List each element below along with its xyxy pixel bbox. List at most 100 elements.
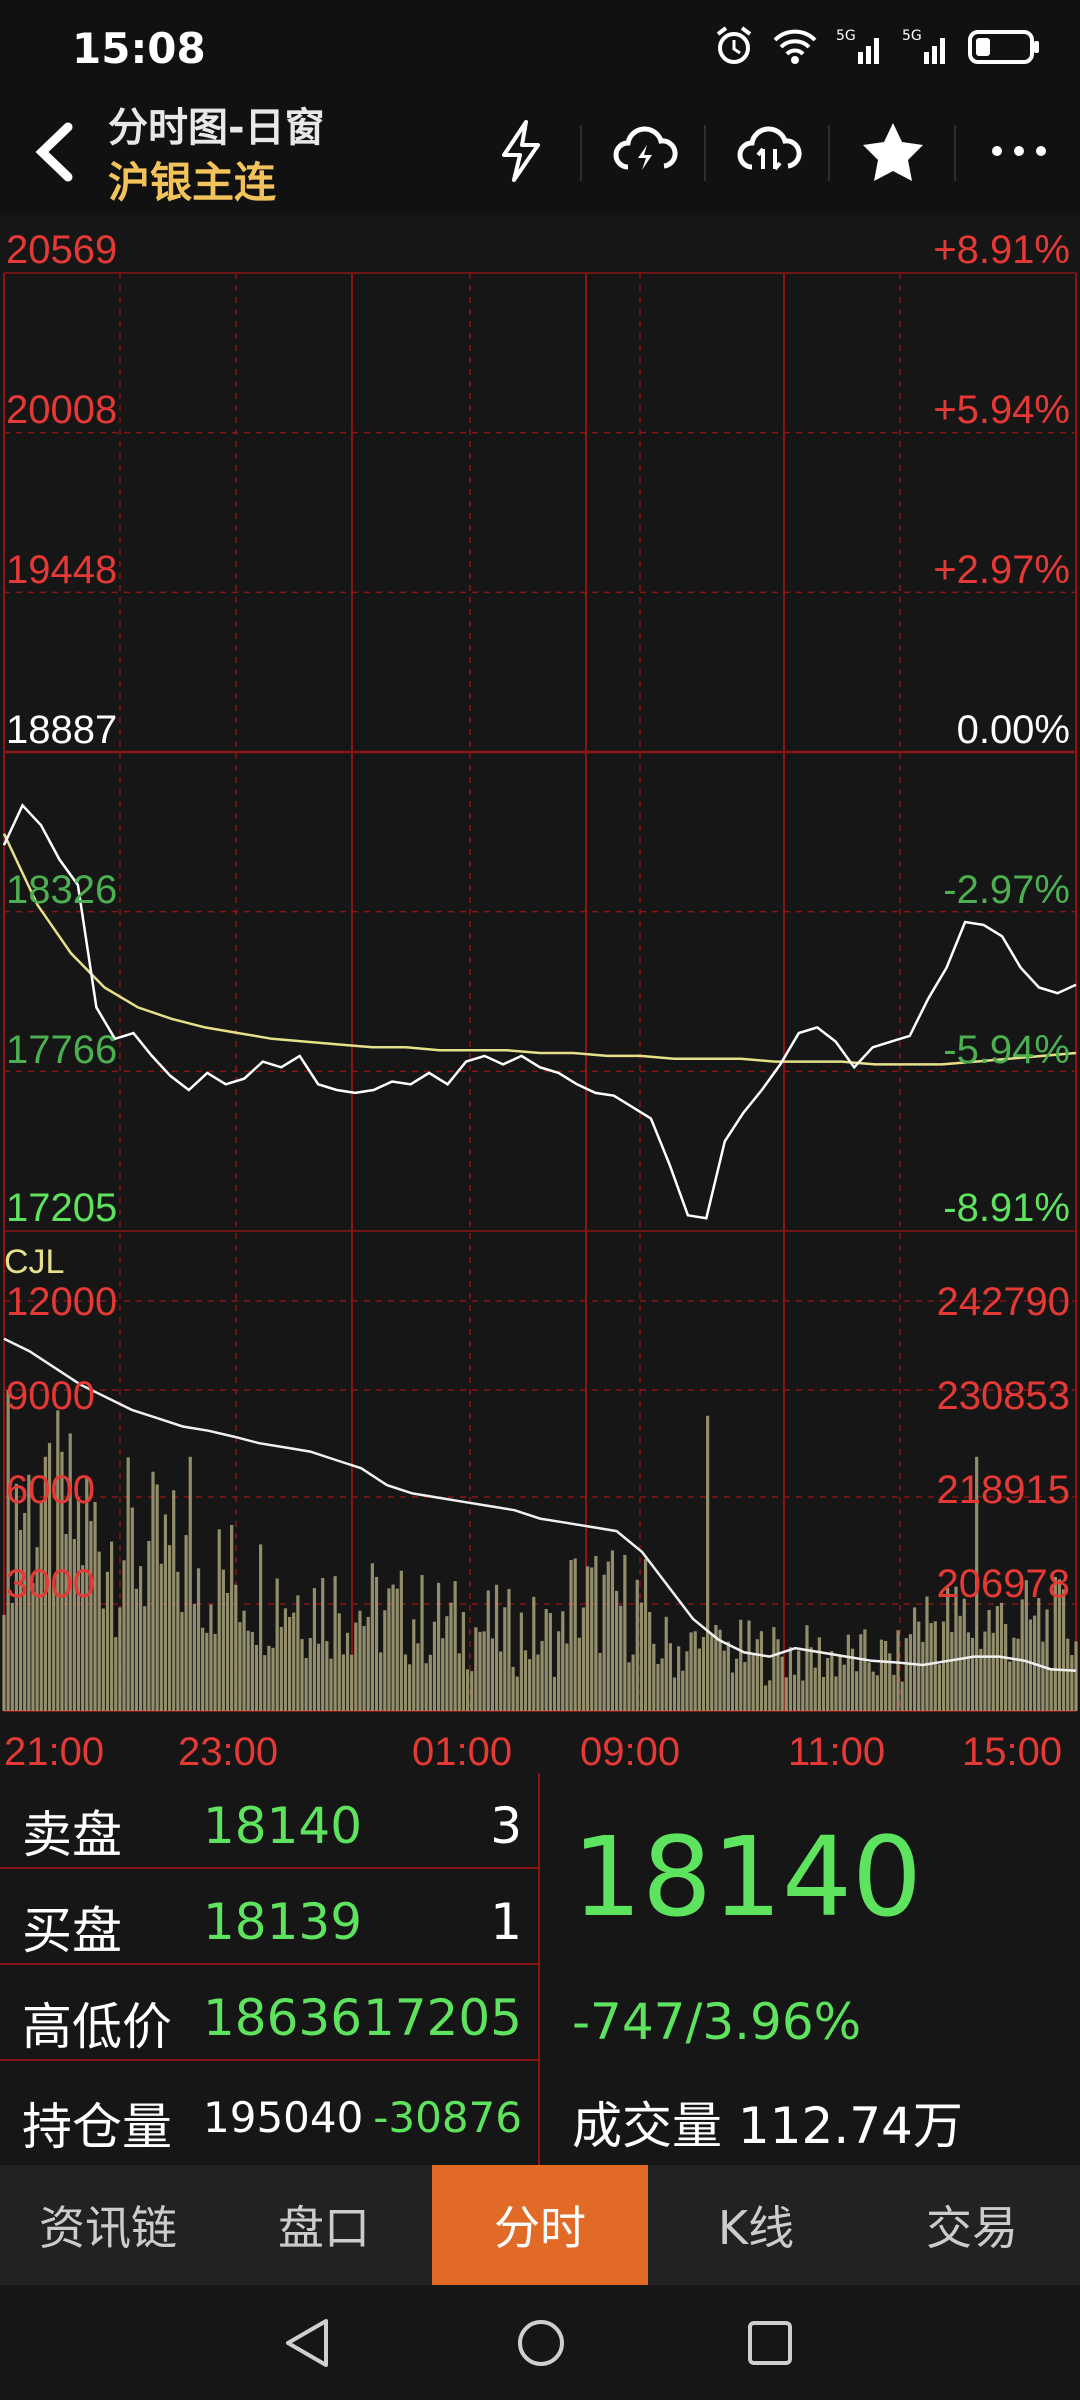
volume-bar bbox=[979, 1648, 983, 1711]
volume-bar bbox=[474, 1627, 478, 1711]
tab-intraday[interactable]: 分时 bbox=[432, 2165, 648, 2285]
volume-bar bbox=[192, 1603, 196, 1711]
volume-bar bbox=[1008, 1661, 1012, 1711]
volume-bar bbox=[321, 1578, 325, 1711]
volume-bar bbox=[540, 1640, 544, 1711]
volume-bar bbox=[780, 1656, 784, 1711]
low-price: 17205 bbox=[362, 1989, 522, 2047]
volume-bar bbox=[10, 1602, 14, 1711]
volume-bar bbox=[619, 1605, 623, 1711]
signal-icon-1: 5G bbox=[836, 28, 879, 64]
volume-bar bbox=[652, 1643, 656, 1711]
volume-bar bbox=[730, 1672, 735, 1711]
volume-bar bbox=[399, 1570, 403, 1711]
volume-bar bbox=[714, 1625, 718, 1711]
volume-bar bbox=[838, 1655, 842, 1711]
price-tick-left: 17205 bbox=[6, 1186, 117, 1230]
volume-bar bbox=[635, 1579, 639, 1711]
volume-bar bbox=[532, 1596, 536, 1711]
tab-kline[interactable]: K线 bbox=[717, 2201, 795, 2255]
volume-bar bbox=[196, 1568, 201, 1711]
star-icon bbox=[863, 123, 923, 181]
lightning-button[interactable] bbox=[476, 111, 566, 191]
volume-bar bbox=[544, 1609, 548, 1711]
cloud-sync-button[interactable] bbox=[724, 111, 814, 191]
price-tick-right: -5.94% bbox=[943, 1028, 1070, 1072]
volume-bar bbox=[85, 1477, 89, 1711]
volume-bar bbox=[39, 1501, 43, 1711]
tab-order-book[interactable]: 盘口 bbox=[278, 2201, 370, 2255]
more-button[interactable] bbox=[974, 111, 1064, 191]
volume-bar bbox=[929, 1623, 933, 1711]
nav-recents-icon[interactable] bbox=[746, 2319, 794, 2367]
open-interest-line bbox=[3, 1337, 1077, 1673]
volume-bars bbox=[2, 1390, 1078, 1711]
volume-bar bbox=[627, 1662, 631, 1711]
volume-bar bbox=[97, 1551, 101, 1711]
volume-bar bbox=[316, 1643, 321, 1711]
volume-bar bbox=[1028, 1619, 1033, 1711]
volume-bar bbox=[846, 1634, 850, 1711]
volume-bar bbox=[147, 1541, 151, 1711]
volume-bar bbox=[72, 1539, 76, 1711]
sell-qty: 3 bbox=[490, 1797, 522, 1855]
volume-bar bbox=[722, 1650, 726, 1711]
volume-bar bbox=[167, 1545, 172, 1711]
tab-trade[interactable]: 交易 bbox=[926, 2201, 1018, 2255]
volume-bar bbox=[842, 1664, 846, 1711]
time-tick: 21:00 bbox=[4, 1730, 104, 1773]
volume-bar bbox=[879, 1639, 884, 1711]
price-line bbox=[2, 803, 1077, 1220]
volume-bar bbox=[536, 1654, 540, 1711]
volume-bar bbox=[970, 1637, 975, 1711]
volume-bar bbox=[374, 1576, 379, 1711]
volume-bar bbox=[515, 1676, 519, 1711]
open-interest-change: -30876 bbox=[373, 2093, 522, 2142]
volume-bar bbox=[27, 1474, 31, 1711]
volume-bar bbox=[735, 1658, 739, 1711]
volume-bar bbox=[6, 1390, 10, 1711]
volume-bar bbox=[1041, 1641, 1045, 1711]
volume-bar bbox=[763, 1685, 768, 1711]
volume-bar bbox=[151, 1471, 155, 1711]
tab-news-chain[interactable]: 资讯链 bbox=[39, 2201, 177, 2255]
volume-bar bbox=[225, 1593, 230, 1711]
volume-bar bbox=[56, 1410, 60, 1711]
volume-bar bbox=[826, 1658, 830, 1711]
volume-bar bbox=[946, 1587, 950, 1711]
favorite-button[interactable] bbox=[848, 111, 938, 191]
volume-bar bbox=[950, 1631, 954, 1711]
volume-bar bbox=[739, 1619, 743, 1711]
volume-bar bbox=[432, 1621, 437, 1711]
volume-bar bbox=[403, 1654, 408, 1711]
volume-bar bbox=[358, 1610, 362, 1711]
nav-back-icon[interactable] bbox=[282, 2317, 332, 2369]
volume-bar bbox=[60, 1451, 64, 1711]
volume-bar bbox=[623, 1554, 627, 1711]
signal-icon-2: 5G bbox=[902, 28, 945, 64]
volume-bar bbox=[383, 1610, 387, 1711]
volume-bar bbox=[1045, 1609, 1049, 1711]
high-price: 18636 bbox=[203, 1989, 363, 2047]
volume-bar bbox=[602, 1574, 606, 1711]
intraday-chart[interactable]: 20569 20008 19448 18887 18326 17766 1720… bbox=[0, 213, 1080, 1773]
price-tick-right: +5.94% bbox=[933, 388, 1070, 432]
volume-bar bbox=[14, 1483, 19, 1711]
volume-bar bbox=[47, 1442, 52, 1711]
cloud-lightning-button[interactable] bbox=[600, 111, 690, 191]
volume-bar bbox=[523, 1650, 528, 1711]
volume-bar bbox=[1061, 1589, 1066, 1711]
nav-home-icon[interactable] bbox=[516, 2317, 566, 2369]
volume-bar bbox=[176, 1571, 180, 1711]
volume-bar bbox=[416, 1643, 420, 1711]
volume-axis: CJL 12000 9000 6000 3000 242790 230853 2… bbox=[4, 1243, 1070, 1606]
volume-bar bbox=[279, 1627, 283, 1711]
back-arrow-icon[interactable] bbox=[22, 117, 92, 187]
volume-bar bbox=[1074, 1641, 1078, 1711]
time-axis: 21:00 23:00 01:00 09:00 11:00 15:00 bbox=[4, 1730, 1062, 1773]
volume-bar bbox=[188, 1456, 192, 1711]
volume-bar bbox=[987, 1609, 991, 1711]
volume-bar bbox=[821, 1677, 826, 1711]
status-bar: 15:08 5G 5G bbox=[0, 0, 1080, 95]
price-tick-left: 20569 bbox=[6, 228, 117, 272]
